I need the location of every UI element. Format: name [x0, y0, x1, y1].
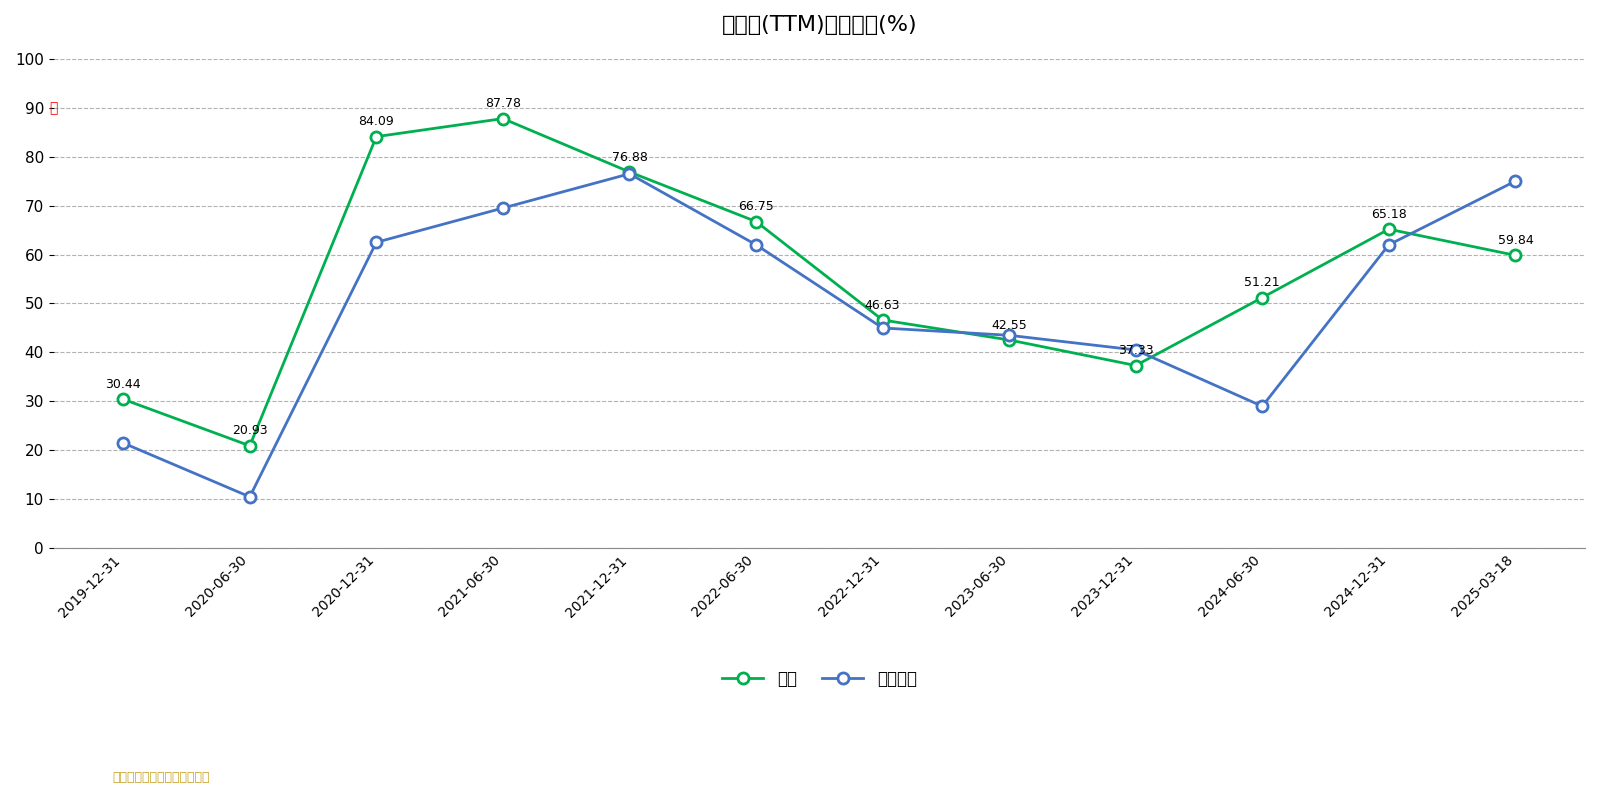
公司 [619, 167, 638, 177]
行业均值 [493, 203, 512, 213]
公司 [1379, 224, 1398, 234]
公司 [493, 114, 512, 123]
公司 [114, 394, 133, 404]
Text: 65.18: 65.18 [1371, 208, 1406, 221]
公司 [747, 217, 766, 226]
公司 [1253, 293, 1272, 302]
Text: 84.09: 84.09 [358, 115, 394, 128]
Line: 行业均值: 行业均值 [118, 168, 1522, 502]
公司 [366, 132, 386, 142]
行业均值 [1253, 402, 1272, 411]
行业均值 [240, 492, 259, 502]
Text: 累: 累 [50, 101, 58, 114]
行业均值 [619, 169, 638, 178]
Line: 公司: 公司 [118, 113, 1522, 451]
公司 [1126, 361, 1146, 370]
行业均值 [1506, 176, 1525, 186]
行业均值 [747, 240, 766, 250]
Legend: 公司, 行业均值: 公司, 行业均值 [714, 662, 925, 697]
公司 [240, 441, 259, 450]
Text: 87.78: 87.78 [485, 98, 522, 110]
公司 [874, 315, 893, 325]
行业均值 [1000, 330, 1019, 340]
Text: 37.33: 37.33 [1118, 344, 1154, 357]
行业均值 [1126, 345, 1146, 354]
Text: 20.93: 20.93 [232, 425, 267, 438]
行业均值 [874, 323, 893, 333]
Text: 42.55: 42.55 [992, 318, 1027, 332]
行业均值 [1379, 240, 1398, 250]
Text: 30.44: 30.44 [106, 378, 141, 391]
Text: 59.84: 59.84 [1498, 234, 1533, 247]
公司 [1506, 250, 1525, 260]
Text: 51.21: 51.21 [1245, 276, 1280, 290]
Text: 制图数据来自恒生聚源数据库: 制图数据来自恒生聚源数据库 [112, 771, 210, 784]
行业均值 [114, 438, 133, 448]
Text: 66.75: 66.75 [738, 200, 774, 213]
Text: 76.88: 76.88 [611, 150, 648, 164]
Title: 市销率(TTM)历史分位(%): 市销率(TTM)历史分位(%) [722, 15, 917, 35]
公司 [1000, 335, 1019, 345]
行业均值 [366, 238, 386, 247]
Text: 46.63: 46.63 [866, 298, 901, 312]
